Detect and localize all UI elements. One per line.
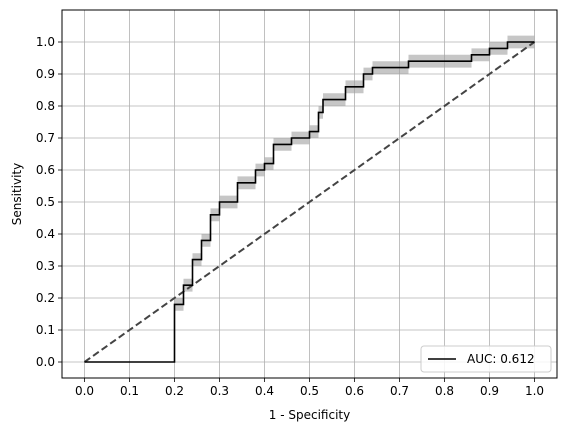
x-tick-label: 0.4 <box>255 384 274 398</box>
x-tick-label: 0.3 <box>210 384 229 398</box>
legend-label: AUC: 0.612 <box>467 352 535 366</box>
x-tick-label: 0.0 <box>75 384 94 398</box>
y-tick-label: 0.3 <box>36 259 55 273</box>
x-tick-label: 0.5 <box>300 384 319 398</box>
x-axis-label: 1 - Specificity <box>269 408 350 422</box>
x-tick-label: 0.9 <box>480 384 499 398</box>
y-tick-label: 0.5 <box>36 195 55 209</box>
axis-ticks: 0.0 0.1 0.2 0.3 0.4 0.5 0.6 0.7 0.8 0.9 1.0 0.0 0.1 0… <box>36 35 544 398</box>
y-tick-label: 0.6 <box>36 163 55 177</box>
x-tick-label: 0.8 <box>435 384 454 398</box>
confidence-band <box>174 35 535 311</box>
legend: AUC: 0.612 <box>420 345 552 373</box>
confidence-band-area <box>174 35 535 311</box>
x-tick-label: 1.0 <box>525 384 544 398</box>
y-axis-label: Sensitivity <box>10 163 24 225</box>
x-tick-label: 0.7 <box>390 384 409 398</box>
y-tick-label: 0.1 <box>36 323 55 337</box>
x-tick-label: 0.6 <box>345 384 364 398</box>
chance-diagonal-line <box>83 41 536 363</box>
x-tick-label: 0.1 <box>120 384 139 398</box>
roc-curve-line <box>84 41 535 363</box>
y-tick-label: 0.8 <box>36 99 55 113</box>
y-tick-label: 0.0 <box>36 355 55 369</box>
series-layer <box>83 41 536 363</box>
y-tick-label: 0.4 <box>36 227 55 241</box>
grid <box>62 10 557 378</box>
legend-box <box>420 345 552 373</box>
y-tick-label: 1.0 <box>36 35 55 49</box>
y-tick-label: 0.2 <box>36 291 55 305</box>
y-tick-label: 0.7 <box>36 131 55 145</box>
y-tick-label: 0.9 <box>36 67 55 81</box>
x-tick-label: 0.2 <box>165 384 184 398</box>
